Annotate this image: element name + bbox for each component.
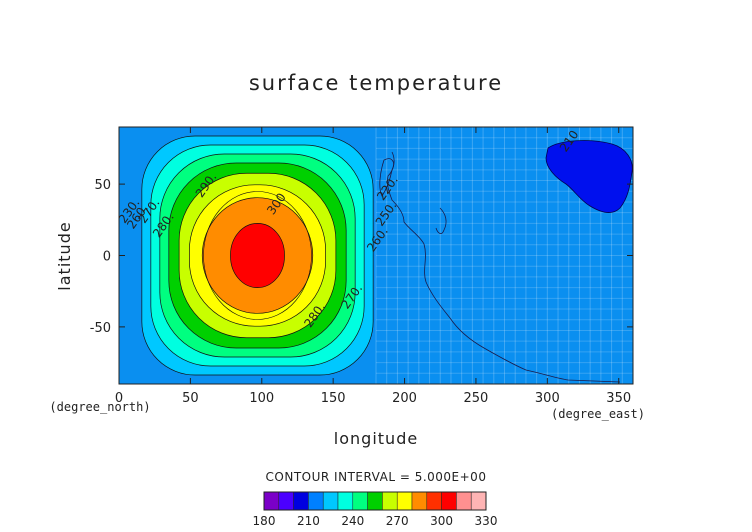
x-axis-ticks: 0 50 100 150 200 250 300 350 bbox=[115, 127, 631, 406]
colorbar-tick-label: 300 bbox=[430, 514, 453, 528]
x-axis-label: longitude bbox=[334, 429, 418, 448]
coastlines bbox=[379, 151, 621, 383]
x-tick-label: 250 bbox=[464, 391, 489, 406]
colorbar-swatch bbox=[308, 491, 324, 511]
temperature-band-295 bbox=[230, 223, 285, 288]
colorbar-tick-label: 330 bbox=[475, 514, 498, 528]
y-axis-label: latitude bbox=[55, 221, 74, 290]
cold-patch-region bbox=[545, 140, 633, 213]
colorbar-tick-label: 210 bbox=[297, 514, 320, 528]
x-axis-unit: (degree_east) bbox=[551, 407, 645, 421]
x-tick-label: 300 bbox=[535, 391, 560, 406]
y-tick-label: -50 bbox=[90, 321, 111, 336]
colorbar-swatch bbox=[470, 491, 487, 511]
colorbar-swatch bbox=[352, 491, 368, 511]
coastline-island bbox=[379, 158, 394, 197]
contour-interval-label: CONTOUR INTERVAL = 5.000E+00 bbox=[266, 470, 487, 484]
colorbar-swatch bbox=[263, 491, 280, 511]
colorbar-tick-label: 240 bbox=[341, 514, 364, 528]
colorbar-swatch bbox=[456, 491, 472, 511]
y-axis-ticks: -50 0 50 bbox=[90, 178, 633, 336]
y-tick-label: 50 bbox=[94, 178, 111, 193]
temperature-bands bbox=[141, 135, 374, 376]
contour-ring-300 bbox=[203, 191, 312, 320]
colorbar-swatch bbox=[396, 491, 413, 511]
x-tick-label: 350 bbox=[606, 391, 631, 406]
colorbar-swatch bbox=[426, 491, 442, 511]
coastline-fragment bbox=[435, 207, 447, 234]
x-tick-label: 100 bbox=[249, 391, 274, 406]
y-axis-unit: (degree_north) bbox=[49, 400, 150, 414]
x-tick-label: 50 bbox=[182, 391, 199, 406]
x-tick-label: 200 bbox=[392, 391, 417, 406]
chart-title: surface temperature bbox=[249, 71, 503, 95]
colorbar-frame bbox=[263, 491, 487, 511]
colorbar-swatch bbox=[278, 491, 294, 511]
colorbar-swatch bbox=[411, 491, 428, 511]
y-tick-label: 0 bbox=[103, 250, 111, 265]
colorbar-ticks: 180 210 240 270 300 330 bbox=[253, 514, 498, 528]
colorbar-swatch bbox=[441, 491, 457, 511]
colorbar-swatch bbox=[367, 491, 383, 511]
colorbar-swatch bbox=[293, 491, 309, 511]
coastline-americas bbox=[387, 151, 621, 383]
x-tick-label: 0 bbox=[115, 391, 123, 406]
colorbar-tick-label: 270 bbox=[386, 514, 409, 528]
colorbar-swatch bbox=[337, 491, 354, 511]
colorbar-swatch bbox=[382, 491, 398, 511]
plot-area: 300290.280.270.260.230.280.270.260.250.2… bbox=[119, 127, 633, 384]
colorbar bbox=[263, 491, 487, 511]
colorbar-tick-label: 180 bbox=[253, 514, 276, 528]
colorbar-swatch bbox=[322, 491, 339, 511]
x-tick-label: 150 bbox=[321, 391, 346, 406]
